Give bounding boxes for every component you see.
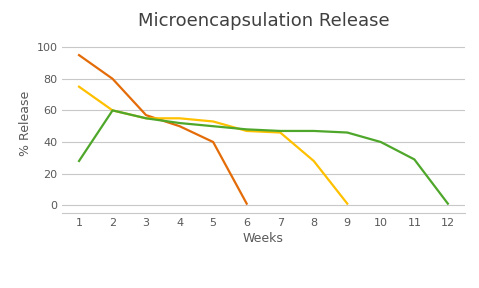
Medium	[311, 159, 317, 163]
Slow	[411, 158, 417, 161]
Fast	[76, 53, 82, 57]
Y-axis label: % Release: % Release	[19, 91, 32, 156]
Line: Fast: Fast	[79, 55, 247, 204]
Fast	[210, 140, 216, 144]
Medium	[277, 131, 283, 134]
Medium	[344, 202, 350, 205]
Fast	[110, 77, 115, 81]
Fast	[143, 113, 149, 117]
Slow	[76, 159, 82, 163]
Medium	[110, 109, 115, 112]
X-axis label: Weeks: Weeks	[243, 232, 284, 245]
Medium	[76, 85, 82, 88]
Medium	[143, 117, 149, 120]
Line: Slow: Slow	[79, 110, 448, 204]
Medium	[244, 129, 250, 133]
Medium	[210, 120, 216, 123]
Slow	[445, 202, 451, 205]
Slow	[210, 124, 216, 128]
Slow	[378, 140, 384, 144]
Slow	[277, 129, 283, 133]
Fast	[244, 202, 250, 205]
Slow	[344, 131, 350, 134]
Slow	[244, 128, 250, 131]
Slow	[143, 117, 149, 120]
Title: Microencapsulation Release: Microencapsulation Release	[137, 12, 389, 30]
Fast	[177, 124, 182, 128]
Slow	[311, 129, 317, 133]
Slow	[177, 121, 182, 125]
Slow	[110, 109, 115, 112]
Line: Medium: Medium	[79, 87, 347, 204]
Medium	[177, 117, 182, 120]
